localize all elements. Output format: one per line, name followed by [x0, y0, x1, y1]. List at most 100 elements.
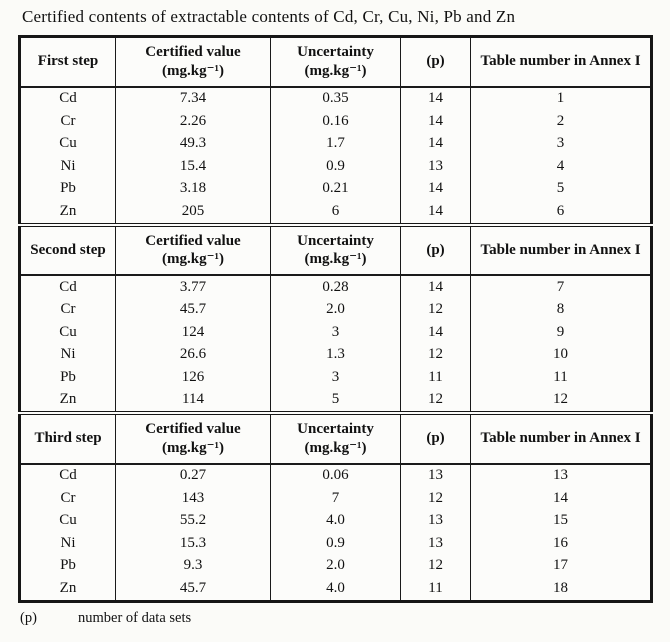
cell-uncertainty: 3	[270, 321, 401, 344]
section-header-row: First step Certified value (mg.kg⁻¹) Unc…	[19, 36, 652, 88]
cell-uncertainty: 4.0	[270, 577, 401, 601]
cell-element: Pb	[19, 554, 116, 577]
cell-annex-table: 2	[470, 110, 652, 133]
table-row: Pb 3.18 0.21 14 5	[19, 177, 652, 200]
cell-uncertainty: 5	[270, 388, 401, 413]
cell-element: Cu	[19, 321, 116, 344]
cell-annex-table: 11	[470, 366, 652, 389]
table-row: Cd 0.27 0.06 13 13	[19, 463, 652, 487]
cell-annex-table: 4	[470, 155, 652, 178]
cell-certified-value: 15.4	[115, 155, 271, 178]
cell-element: Cu	[19, 509, 116, 532]
table-row: Cu 49.3 1.7 14 3	[19, 132, 652, 155]
column-header-uncertainty: Uncertainty (mg.kg⁻¹)	[270, 222, 401, 276]
cell-uncertainty: 0.06	[270, 463, 401, 487]
table-row: Ni 15.3 0.9 13 16	[19, 532, 652, 555]
cell-element: Zn	[19, 200, 116, 225]
cell-annex-table: 3	[470, 132, 652, 155]
table-row: Cu 55.2 4.0 13 15	[19, 509, 652, 532]
table-section-first-step: First step Certified value (mg.kg⁻¹) Unc…	[19, 36, 652, 225]
section-header-row: Second step Certified value (mg.kg⁻¹) Un…	[19, 222, 652, 276]
cell-uncertainty: 1.7	[270, 132, 401, 155]
table-row: Cr 2.26 0.16 14 2	[19, 110, 652, 133]
cell-annex-table: 15	[470, 509, 652, 532]
column-unit: (mg.kg⁻¹)	[304, 439, 367, 456]
cell-element: Cr	[19, 110, 116, 133]
cell-certified-value: 55.2	[115, 509, 271, 532]
column-title: Uncertainty	[297, 232, 374, 249]
cell-uncertainty: 2.0	[270, 298, 401, 321]
cell-uncertainty: 3	[270, 366, 401, 389]
cell-uncertainty: 4.0	[270, 509, 401, 532]
cell-certified-value: 124	[115, 321, 271, 344]
cell-annex-table: 1	[470, 86, 652, 110]
cell-p: 11	[400, 366, 471, 389]
cell-annex-table: 13	[470, 463, 652, 487]
cell-element: Pb	[19, 366, 116, 389]
cell-element: Zn	[19, 388, 116, 413]
cell-certified-value: 143	[115, 487, 271, 510]
column-unit: (mg.kg⁻¹)	[304, 62, 367, 79]
column-header-p: (p)	[400, 411, 471, 465]
column-header-annex: Table number in Annex I	[470, 411, 652, 465]
cell-p: 14	[400, 200, 471, 225]
table-section-second-step: Second step Certified value (mg.kg⁻¹) Un…	[19, 222, 652, 413]
cell-certified-value: 126	[115, 366, 271, 389]
cell-annex-table: 17	[470, 554, 652, 577]
column-title: Uncertainty	[297, 421, 374, 437]
column-unit: (mg.kg⁻¹)	[162, 251, 224, 268]
table-row: Zn 45.7 4.0 11 18	[19, 577, 652, 601]
cell-element: Pb	[19, 177, 116, 200]
table-row: Cr 45.7 2.0 12 8	[19, 298, 652, 321]
cell-element: Zn	[19, 577, 116, 601]
cell-p: 14	[400, 177, 471, 200]
cell-element: Ni	[19, 532, 116, 555]
cell-p: 13	[400, 155, 471, 178]
cell-annex-table: 18	[470, 577, 652, 601]
cell-p: 12	[400, 487, 471, 510]
cell-annex-table: 8	[470, 298, 652, 321]
step-label: First step	[19, 36, 116, 88]
cell-p: 14	[400, 110, 471, 133]
cell-certified-value: 49.3	[115, 132, 271, 155]
step-label: Second step	[19, 222, 116, 276]
cell-certified-value: 9.3	[115, 554, 271, 577]
cell-annex-table: 10	[470, 343, 652, 366]
column-unit: (mg.kg⁻¹)	[162, 439, 224, 456]
certified-contents-table: First step Certified value (mg.kg⁻¹) Unc…	[18, 35, 653, 603]
column-title: Certified value	[145, 44, 241, 60]
column-title: Certified value	[145, 232, 241, 249]
cell-annex-table: 12	[470, 388, 652, 413]
column-header-certified-value: Certified value (mg.kg⁻¹)	[115, 411, 271, 465]
cell-uncertainty: 0.16	[270, 110, 401, 133]
cell-p: 14	[400, 275, 471, 299]
cell-annex-table: 7	[470, 275, 652, 299]
table-row: Cd 3.77 0.28 14 7	[19, 275, 652, 299]
cell-uncertainty: 0.28	[270, 275, 401, 299]
table-row: Cd 7.34 0.35 14 1	[19, 86, 652, 110]
cell-uncertainty: 0.21	[270, 177, 401, 200]
cell-uncertainty: 7	[270, 487, 401, 510]
cell-certified-value: 26.6	[115, 343, 271, 366]
table-section-third-step: Third step Certified value (mg.kg⁻¹) Unc…	[19, 411, 652, 601]
cell-p: 13	[400, 509, 471, 532]
cell-uncertainty: 0.9	[270, 155, 401, 178]
cell-certified-value: 15.3	[115, 532, 271, 555]
column-title: Certified value	[145, 421, 241, 437]
column-unit: (mg.kg⁻¹)	[304, 251, 367, 268]
cell-element: Cd	[19, 86, 116, 110]
cell-p: 13	[400, 463, 471, 487]
cell-element: Cd	[19, 275, 116, 299]
table-row: Pb 9.3 2.0 12 17	[19, 554, 652, 577]
cell-annex-table: 5	[470, 177, 652, 200]
cell-uncertainty: 0.35	[270, 86, 401, 110]
cell-uncertainty: 2.0	[270, 554, 401, 577]
column-header-p: (p)	[400, 36, 471, 88]
cell-p: 12	[400, 388, 471, 413]
table-row: Ni 15.4 0.9 13 4	[19, 155, 652, 178]
cell-p: 12	[400, 554, 471, 577]
cell-uncertainty: 6	[270, 200, 401, 225]
cell-element: Cr	[19, 487, 116, 510]
cell-uncertainty: 1.3	[270, 343, 401, 366]
